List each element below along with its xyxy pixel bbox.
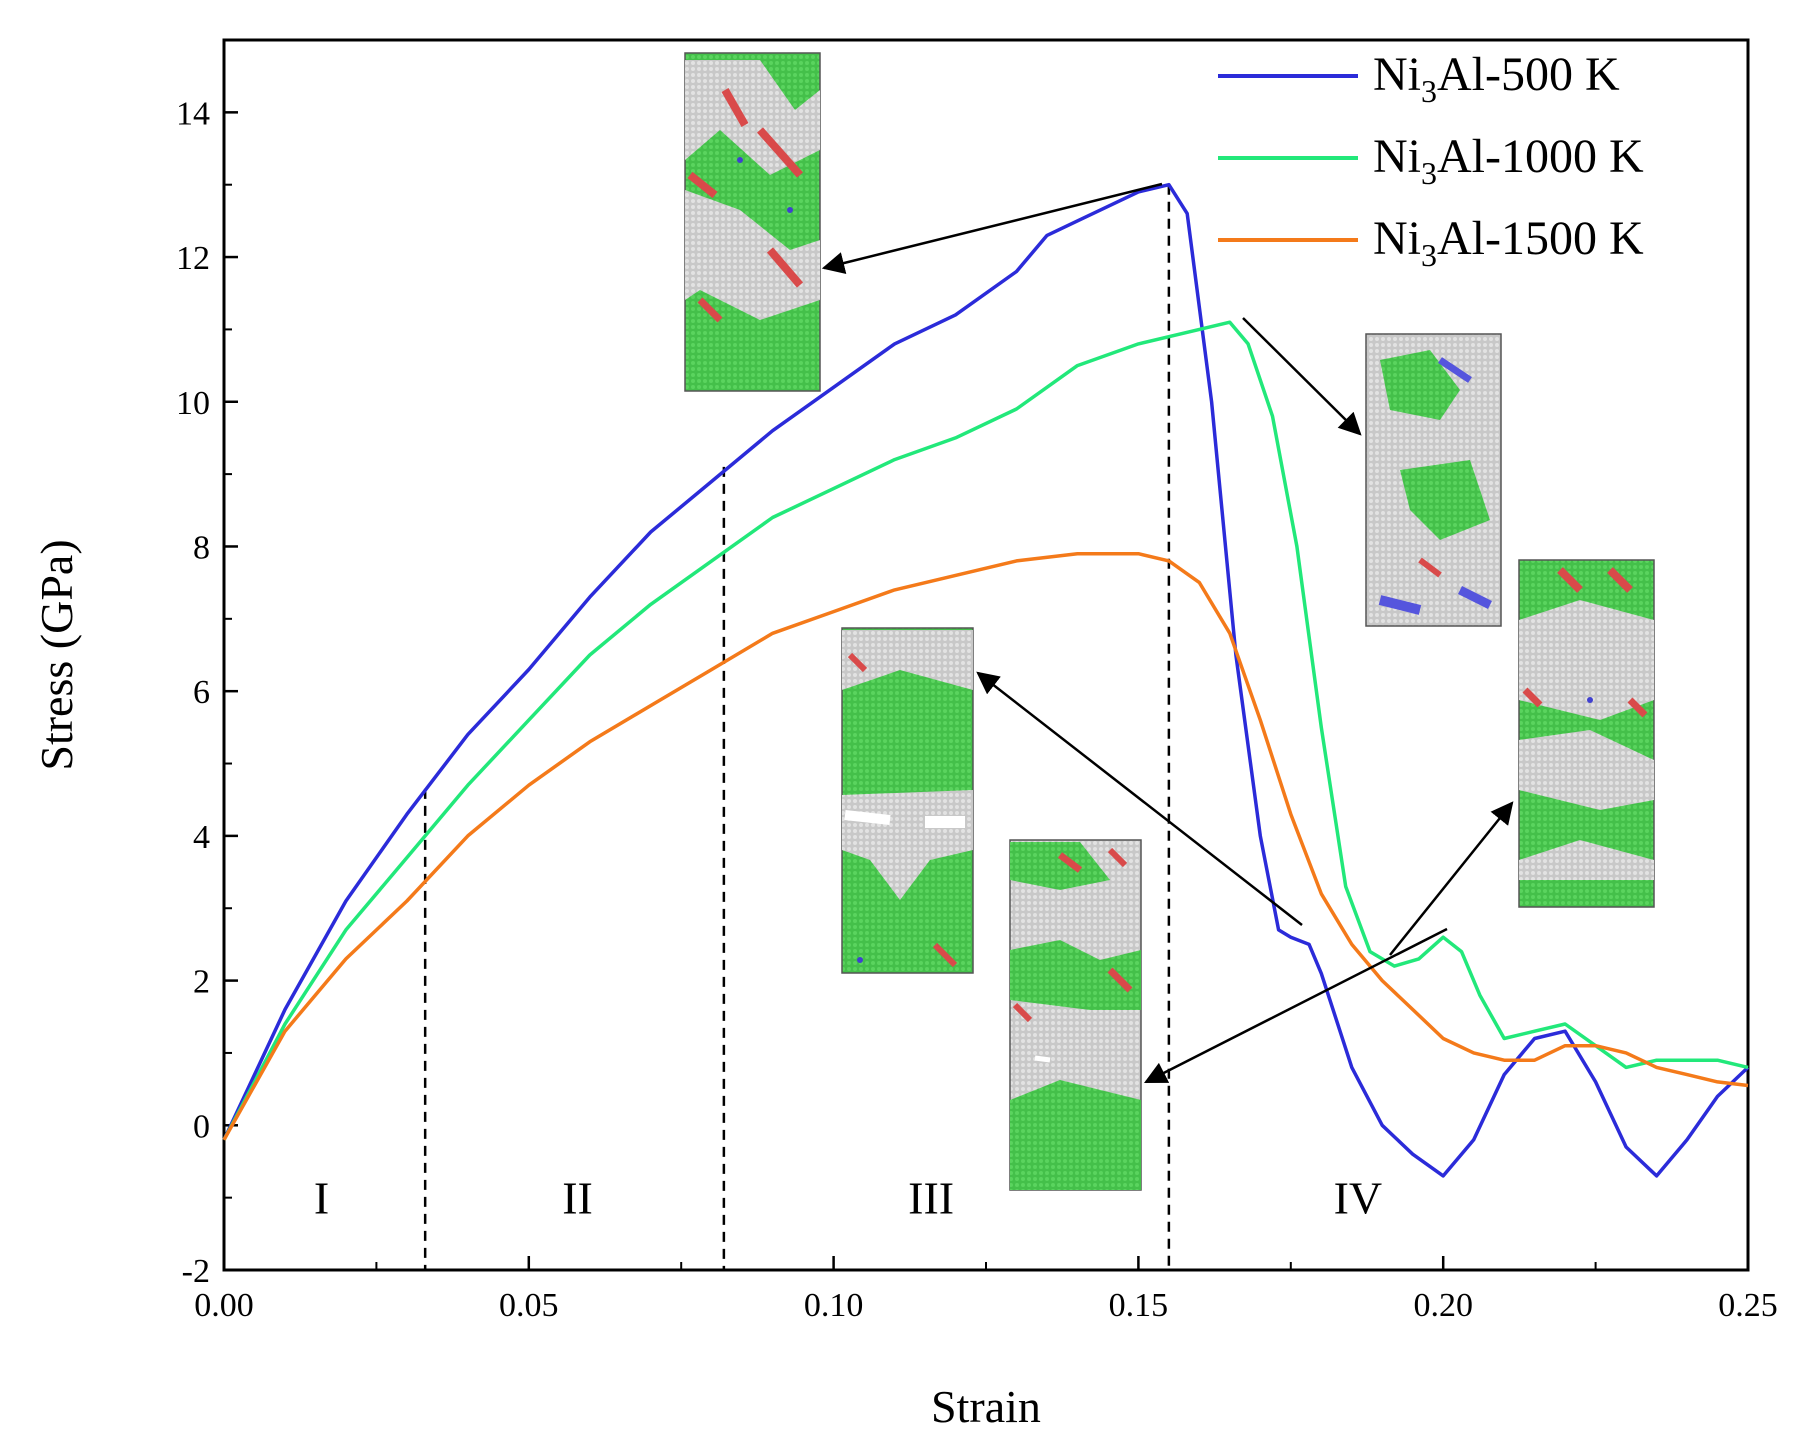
region-label: IV bbox=[1334, 1173, 1383, 1224]
legend-label-main: Ni bbox=[1373, 212, 1421, 265]
series-line-2 bbox=[222, 551, 1749, 1141]
snapshot-1500k-failure bbox=[1518, 559, 1655, 908]
arrow-500k-peak bbox=[821, 182, 1163, 275]
pointer-arrows bbox=[821, 182, 1514, 1084]
y-tick-label: 10 bbox=[176, 385, 210, 422]
y-tick-label: -2 bbox=[182, 1253, 210, 1290]
region-label: I bbox=[314, 1173, 329, 1224]
x-axis-title: Strain bbox=[931, 1381, 1041, 1432]
legend-label-rest: Al-1000 K bbox=[1437, 130, 1644, 183]
legend-label-main: Ni bbox=[1373, 48, 1421, 101]
snapshot-1000k-failure bbox=[1009, 839, 1142, 1191]
series-lines bbox=[222, 182, 1750, 1178]
y-tick-label: 0 bbox=[193, 1108, 210, 1145]
x-tick-label: 0.25 bbox=[1718, 1287, 1778, 1324]
snapshot-500k-peak bbox=[684, 52, 821, 392]
x-tick-label: 0.10 bbox=[804, 1287, 864, 1324]
snapshot-1000k-peak bbox=[1365, 333, 1502, 627]
arrow-500k-failure bbox=[976, 671, 1303, 926]
region-label: II bbox=[562, 1173, 593, 1224]
x-tick-label: 0.00 bbox=[194, 1287, 254, 1324]
y-tick-label: 4 bbox=[193, 819, 210, 856]
y-tick-label: 14 bbox=[176, 95, 210, 132]
y-tick-label: 2 bbox=[193, 964, 210, 1001]
arrow-1000k-peak bbox=[1242, 317, 1362, 436]
stage-boundaries bbox=[423, 184, 1171, 1270]
x-tick-label: 0.15 bbox=[1109, 1287, 1169, 1324]
x-tick-label: 0.05 bbox=[499, 1287, 559, 1324]
legend-label-subscript: 3 bbox=[1421, 237, 1437, 273]
legend-label-main: Ni bbox=[1373, 130, 1421, 183]
legend-label-subscript: 3 bbox=[1421, 73, 1437, 109]
legend-label-subscript: 3 bbox=[1421, 155, 1437, 191]
series-line-0 bbox=[222, 182, 1750, 1178]
legend-entry-label: Ni3Al-500 K bbox=[1373, 48, 1620, 109]
legend-label-rest: Al-500 K bbox=[1437, 48, 1620, 101]
y-tick-label: 8 bbox=[193, 529, 210, 566]
y-tick-label: 6 bbox=[193, 674, 210, 711]
snapshot-500k-failure bbox=[841, 627, 974, 974]
arrow-1000k-failure bbox=[1143, 927, 1448, 1084]
arrow-1500k-failure bbox=[1389, 801, 1514, 956]
legend-label-rest: Al-1500 K bbox=[1437, 212, 1644, 265]
axis-tick-labels: 0.00 0.05 0.10 0.15 0.20 0.25 -2 0 2 4 6 8 10 12 14 bbox=[176, 95, 1778, 1324]
x-tick-label: 0.20 bbox=[1413, 1287, 1473, 1324]
region-label: III bbox=[908, 1173, 954, 1224]
y-axis-title: Stress (GPa) bbox=[31, 539, 82, 770]
series-line-1 bbox=[222, 320, 1749, 1141]
legend-entry-label: Ni3Al-1000 K bbox=[1373, 130, 1644, 191]
legend-entry-label: Ni3Al-1500 K bbox=[1373, 212, 1644, 273]
axis-ticks bbox=[222, 111, 1750, 1272]
region-labels: I II III IV bbox=[314, 1173, 1382, 1224]
y-tick-label: 12 bbox=[176, 240, 210, 277]
